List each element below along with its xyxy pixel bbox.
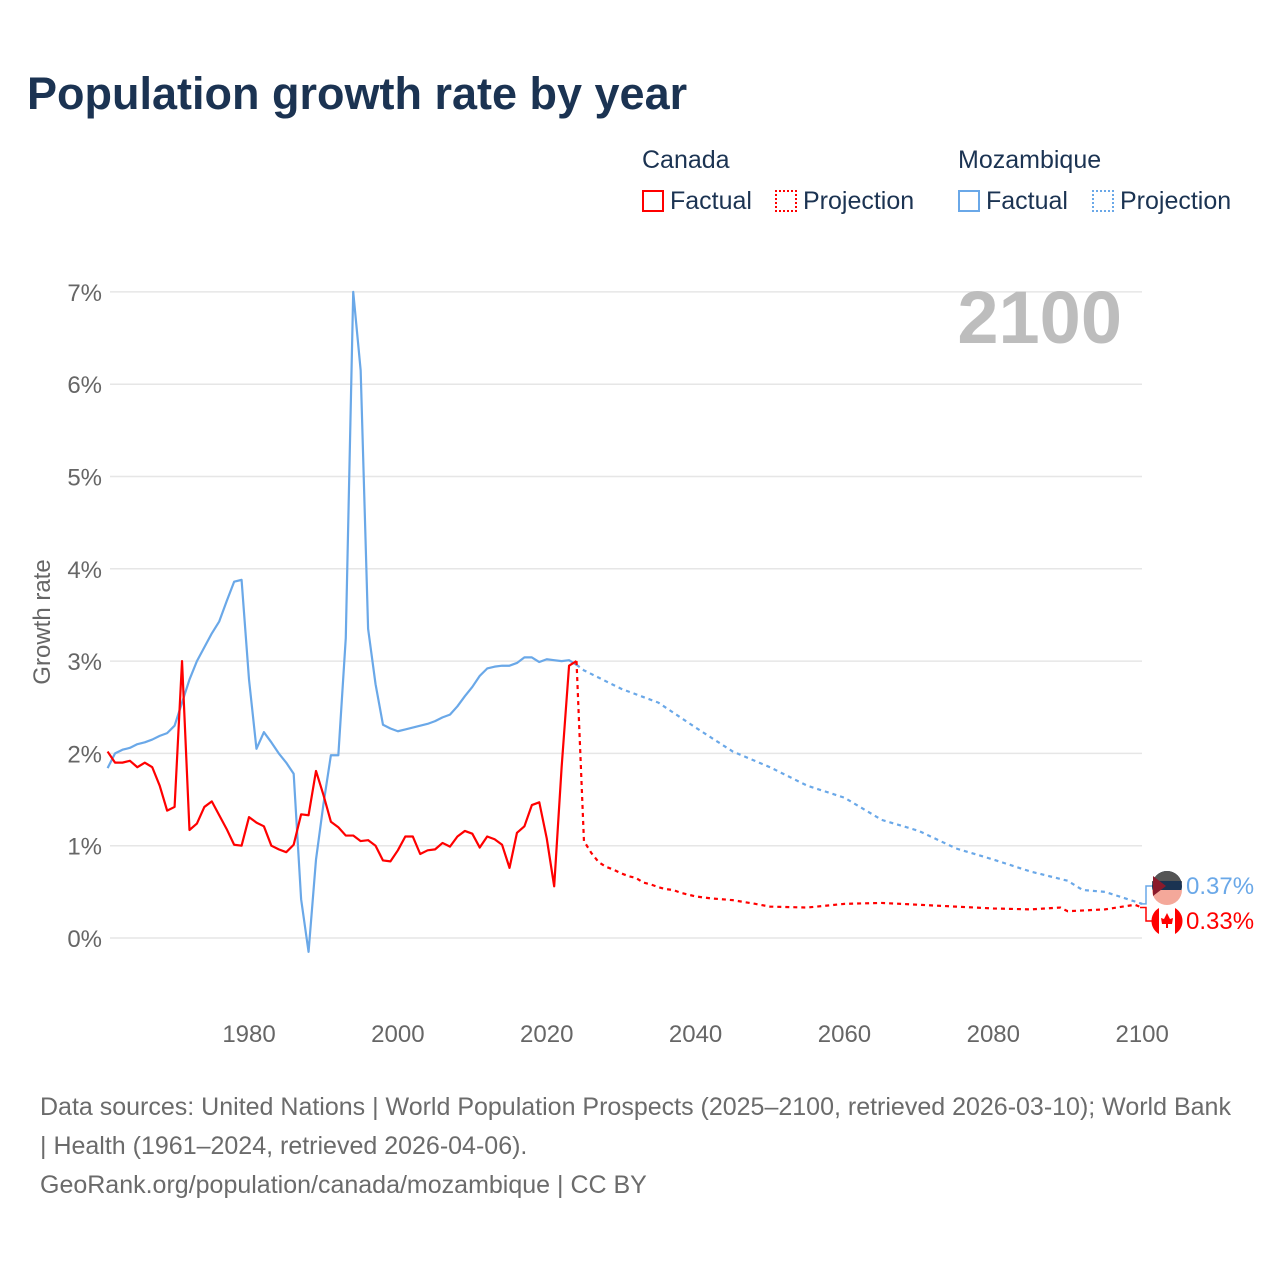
legend-swatch: [775, 190, 797, 212]
y-tick-label: 2%: [67, 741, 102, 768]
legend-label: Projection: [803, 187, 915, 215]
x-tick-label: 2040: [669, 1021, 722, 1048]
x-tick-label: 2060: [818, 1021, 871, 1048]
legend-canada-projection[interactable]: Projection: [775, 187, 914, 216]
legend-group-mozambique: Mozambique: [958, 146, 1102, 174]
x-tick-label: 2100: [1115, 1021, 1168, 1048]
year-indicator: 2100: [957, 276, 1122, 359]
end-label-mozambique: 0.37%: [1186, 873, 1254, 900]
legend-mozambique-factual[interactable]: Factual: [958, 187, 1068, 216]
chart-title: Population growth rate by year: [27, 68, 688, 119]
canada-flag-band: [1151, 908, 1159, 934]
y-tick-label: 1%: [67, 834, 102, 861]
canada-flag-band: [1175, 908, 1183, 934]
series-line-canada-projection: [575, 661, 1143, 913]
data-sources: Data sources: United Nations | World Pop…: [40, 1093, 1231, 1160]
legend-swatch: [958, 190, 980, 212]
plot-area: 0% 1% 2% 3% 4% 5% 6% 7% 1980 2000 2020 2040 2060 2080…: [29, 276, 1254, 1048]
footnote: Data sources: United Nations | World Pop…: [40, 1088, 1240, 1205]
y-tick-label: 5%: [67, 465, 102, 492]
source-link[interactable]: GeoRank.org/population/canada/mozambique…: [40, 1171, 647, 1199]
series-line-canada-factual: [106, 659, 578, 888]
mozambique-flag-stripe: [1152, 890, 1182, 905]
mozambique-flag-stripe: [1152, 871, 1182, 886]
y-axis-label: Growth rate: [29, 559, 56, 684]
connector-canada: [1140, 906, 1152, 922]
legend-canada-factual[interactable]: Factual: [642, 187, 752, 216]
x-tick-label: 2000: [371, 1021, 424, 1048]
legend-label: Factual: [670, 187, 752, 215]
mozambique-flag-triangle: [1153, 876, 1166, 896]
connector-mozambique: [1140, 885, 1152, 905]
y-tick-label: 7%: [67, 280, 102, 307]
y-tick-label: 4%: [67, 557, 102, 584]
legend-swatch: [642, 190, 664, 212]
series-line-mozambique-factual: [106, 290, 578, 953]
y-tick-label: 0%: [67, 926, 102, 953]
x-tick-label: 2080: [967, 1021, 1020, 1048]
legend-mozambique-projection[interactable]: Projection: [1092, 187, 1231, 216]
x-tick-label: 2020: [520, 1021, 573, 1048]
legend-swatch: [1092, 190, 1114, 212]
legend-label: Factual: [986, 187, 1068, 215]
maple-leaf-icon: [1161, 913, 1173, 928]
x-tick-label: 1980: [222, 1021, 275, 1048]
y-tick-label: 6%: [67, 372, 102, 399]
end-label-canada: 0.33%: [1186, 908, 1254, 935]
legend-group-canada: Canada: [642, 146, 730, 174]
series-line-mozambique-projection: [575, 663, 1143, 905]
y-tick-label: 3%: [67, 649, 102, 676]
legend-label: Projection: [1120, 187, 1232, 215]
